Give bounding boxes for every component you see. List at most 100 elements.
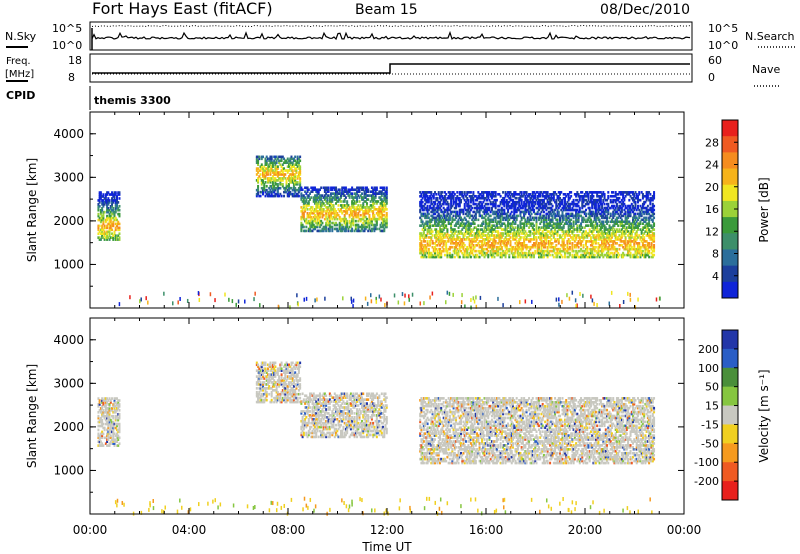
- echo-cell: [556, 204, 559, 208]
- echo-cell: [447, 206, 450, 210]
- echo-cell: [536, 247, 539, 251]
- echo-cell: [426, 220, 429, 224]
- echo-cell: [107, 208, 110, 212]
- echo-cell: [534, 245, 537, 249]
- echo-cell: [559, 247, 562, 251]
- echo-cell: [312, 219, 315, 223]
- echo-cell: [113, 191, 116, 194]
- echo-cell: [440, 238, 443, 241]
- echo-cell: [328, 225, 331, 229]
- echo-cell: [291, 177, 294, 180]
- echo-cell: [343, 194, 346, 197]
- echo-cell: [583, 204, 586, 208]
- echo-cell: [552, 222, 555, 226]
- echo-cell: [427, 216, 430, 220]
- echo-cell: [481, 228, 484, 231]
- echo-cell: [551, 204, 554, 208]
- echo-cell: [461, 228, 464, 231]
- echo-cell: [510, 249, 513, 253]
- echo-cell: [494, 242, 497, 245]
- echo-cell: [271, 182, 274, 186]
- echo-cell: [497, 247, 500, 251]
- echo-cell: [108, 208, 111, 212]
- echo-cell: [598, 234, 601, 237]
- echo-cell: [436, 253, 439, 257]
- echo-cell: [516, 251, 519, 255]
- echo-cell: [578, 238, 581, 241]
- echo-cell: [446, 255, 449, 259]
- echo-cell: [504, 193, 507, 196]
- echo-cell: [474, 202, 477, 206]
- echo-cell: [462, 194, 465, 198]
- echo-cell: [375, 211, 378, 215]
- echo-cell: [384, 223, 387, 227]
- echo-cell: [445, 218, 448, 222]
- echo-cell: [118, 193, 121, 196]
- echo-cell: [609, 238, 612, 241]
- echo-cell: [347, 194, 350, 197]
- echo-cell: [571, 236, 574, 239]
- echo-cell: [487, 255, 490, 259]
- echo-cell: [346, 223, 349, 227]
- echo-cell: [565, 214, 568, 218]
- echo-cell: [437, 238, 440, 241]
- echo-cell: [494, 226, 497, 229]
- echo-cell: [103, 230, 106, 234]
- echo-cell: [589, 238, 592, 241]
- echo-cell: [597, 234, 600, 237]
- echo-cell: [353, 202, 356, 205]
- echo-cell: [479, 236, 482, 239]
- echo-cell: [557, 238, 560, 241]
- echo-cell: [323, 190, 326, 193]
- echo-cell: [425, 214, 428, 218]
- echo-cell: [497, 204, 500, 208]
- echo-cell: [479, 249, 482, 253]
- echo-cell: [523, 202, 526, 206]
- echo-cell: [348, 190, 351, 193]
- echo-cell: [292, 157, 295, 161]
- echo-cell: [106, 224, 109, 228]
- echo-cell: [296, 188, 299, 192]
- echo-cell: [295, 188, 298, 192]
- echo-cell: [346, 192, 349, 195]
- echo-cell: [460, 191, 463, 194]
- echo-cell: [610, 200, 613, 204]
- echo-cell: [297, 173, 300, 176]
- echo-cell: [573, 208, 576, 212]
- echo-cell: [514, 234, 517, 237]
- echo-cell: [431, 230, 434, 233]
- echo-cell: [118, 232, 121, 236]
- echo-cell: [455, 224, 458, 227]
- echo-cell: [302, 196, 305, 199]
- echo-cell: [370, 204, 373, 207]
- echo-cell: [528, 251, 531, 255]
- echo-cell: [518, 242, 521, 245]
- echo-cell: [516, 208, 519, 212]
- echo-cell: [456, 236, 459, 239]
- echo-cell: [460, 200, 463, 204]
- echo-cell: [604, 210, 607, 214]
- echo-cell: [481, 222, 484, 226]
- echo-cell: [541, 230, 544, 233]
- echo-cell: [372, 210, 375, 213]
- echo-cell: [608, 238, 611, 241]
- echo-cell: [556, 234, 559, 237]
- echo-cell: [551, 196, 554, 200]
- echo-cell: [316, 213, 319, 217]
- echo-cell: [619, 206, 622, 210]
- echo-cell: [629, 253, 632, 257]
- echo-cell: [488, 234, 491, 237]
- echo-cell: [521, 242, 524, 245]
- echo-cell: [585, 191, 587, 194]
- echo-cell: [259, 167, 262, 170]
- echo-cell: [612, 240, 615, 243]
- echo-cell: [421, 253, 424, 257]
- echo-cell: [101, 236, 104, 239]
- echo-cell: [348, 219, 351, 223]
- echo-cell: [102, 220, 105, 224]
- echo-cell: [316, 221, 319, 225]
- echo-cell: [545, 234, 548, 237]
- echo-cell: [634, 216, 637, 220]
- echo-cell: [321, 194, 324, 197]
- echo-cell: [316, 217, 319, 221]
